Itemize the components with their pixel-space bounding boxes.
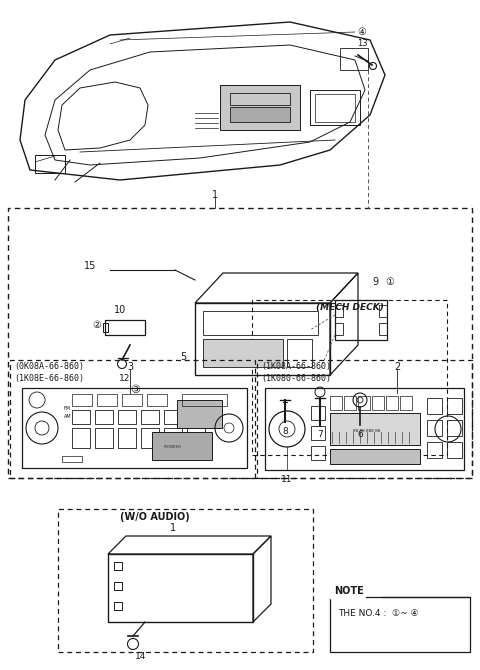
Bar [335,323,343,335]
Text: FM: FM [64,406,71,411]
Text: 15: 15 [84,261,96,271]
Bar [8,208,472,478]
Bar [164,428,182,448]
Bar [187,428,205,448]
Bar [105,320,145,335]
Bar [203,339,283,367]
Text: 7: 7 [317,430,323,439]
Text: (W/O AUDIO): (W/O AUDIO) [120,512,190,522]
Bar [252,300,447,455]
Bar [22,388,247,468]
Bar [335,300,387,340]
Text: (1K080-66-860): (1K080-66-860) [261,374,331,383]
Text: 11: 11 [281,475,293,484]
Bar [315,94,355,122]
Text: ③: ③ [130,385,140,395]
Bar [372,396,384,410]
Bar [10,360,255,478]
Bar [447,442,462,458]
Bar [230,93,290,105]
Bar [379,323,387,335]
Bar [358,396,370,410]
Bar [330,396,342,410]
Text: 12: 12 [120,374,131,383]
Text: (0K08A-66-860): (0K08A-66-860) [14,362,84,371]
Bar [72,410,90,424]
Bar [182,394,227,406]
Text: (MECH DECK): (MECH DECK) [315,303,384,312]
Text: 5: 5 [180,352,186,362]
Bar [103,323,108,332]
Bar [95,428,113,448]
Text: 13: 13 [357,38,367,48]
Text: 10: 10 [114,305,126,315]
Bar [330,413,420,445]
Bar [335,305,343,317]
Bar [147,394,167,406]
Bar [230,107,290,122]
Text: 1: 1 [170,523,176,533]
Bar [164,410,182,424]
Bar [427,398,442,414]
Bar [187,410,205,424]
Bar [447,420,462,436]
Text: 9: 9 [372,277,378,287]
Text: 1: 1 [212,190,218,200]
Bar [203,311,318,335]
Text: 2: 2 [394,362,400,372]
Bar [114,562,122,570]
Bar [114,582,122,590]
Text: ①: ① [385,277,395,287]
Text: THE NO.4 :  ①~ ④: THE NO.4 : ①~ ④ [338,609,419,618]
Bar [141,410,159,424]
Bar [265,388,464,470]
Bar [311,446,325,460]
Bar [330,449,420,464]
Bar [58,509,313,652]
Text: 8: 8 [282,427,288,436]
Bar [340,48,368,70]
Text: 3: 3 [127,362,133,372]
Bar [310,90,360,125]
Text: 88 88 888 88: 88 88 888 88 [353,429,380,433]
Bar [379,305,387,317]
Bar [220,85,300,130]
Text: PIONEER: PIONEER [164,445,182,449]
Bar [97,394,117,406]
Bar [311,426,325,440]
Bar [427,420,442,436]
Text: 14: 14 [135,652,147,661]
Bar [386,396,398,410]
Bar [330,597,470,652]
Text: (1K08A-66-860): (1K08A-66-860) [261,362,331,371]
Bar [118,428,136,448]
Bar [35,155,65,173]
Bar [72,428,90,448]
Bar [118,410,136,424]
Bar [177,400,222,428]
Text: NOTE: NOTE [334,586,364,596]
Bar [195,303,330,375]
Text: ②: ② [93,320,101,330]
Bar [95,410,113,424]
Text: (1K08E-66-860): (1K08E-66-860) [14,374,84,383]
Bar [427,442,442,458]
Bar [114,602,122,610]
Bar [400,396,412,410]
Text: AM: AM [64,414,72,419]
Bar [287,339,312,367]
Bar [447,398,462,414]
Text: ④: ④ [358,27,366,37]
Bar [311,406,325,420]
Bar [141,428,159,448]
Bar [152,432,212,460]
Bar [72,394,92,406]
Text: 6: 6 [357,430,363,439]
Bar [108,554,253,622]
Bar [62,456,82,462]
Bar [257,360,472,478]
Bar [122,394,142,406]
Bar [344,396,356,410]
